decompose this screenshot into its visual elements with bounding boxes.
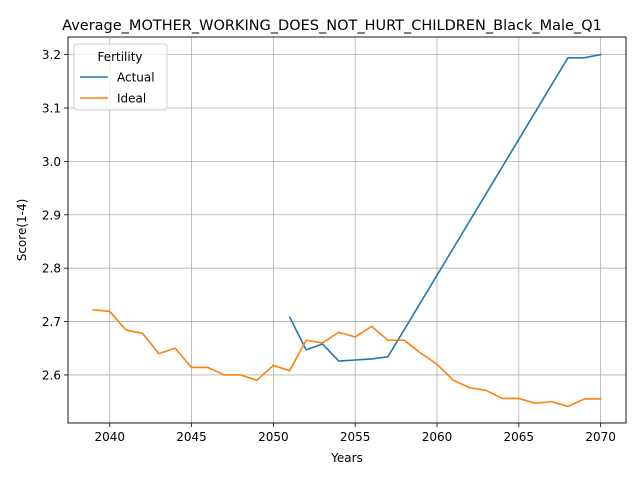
y-tick-label: 3.1 [42, 102, 61, 116]
y-tick-label: 2.8 [42, 262, 61, 276]
x-tick-label: 2055 [340, 430, 371, 444]
grid-lines [68, 37, 626, 423]
y-axis-label: Score(1-4) [15, 199, 29, 262]
y-tick-label: 3.0 [42, 155, 61, 169]
legend-box [73, 43, 168, 111]
plot-area-frame [67, 36, 627, 424]
y-tick-label: 2.6 [42, 368, 61, 382]
legend-label-ideal: Ideal [117, 92, 146, 106]
x-tick-label: 2070 [585, 430, 616, 444]
y-tick-label: 2.9 [42, 208, 61, 222]
x-tick-label: 2045 [176, 430, 207, 444]
series-line-ideal [92, 308, 602, 408]
legend-title: Fertility [97, 50, 142, 64]
legend-label-actual: Actual [117, 71, 155, 85]
series-line-actual [288, 53, 602, 362]
y-tick-label: 3.2 [42, 48, 61, 62]
x-tick-label: 2040 [94, 430, 125, 444]
y-tick-label: 2.7 [42, 315, 61, 329]
x-axis-label: Years [330, 451, 363, 465]
chart-title: Average_MOTHER_WORKING_DOES_NOT_HURT_CHI… [62, 18, 602, 34]
x-axis-ticks: 2040 2045 2050 2055 2060 2065 2070 [94, 423, 616, 444]
y-axis-ticks: 2.6 2.7 2.8 2.9 3.0 3.1 3.2 [42, 48, 68, 382]
x-tick-label: 2060 [422, 430, 453, 444]
legend: Fertility Actual Ideal [73, 43, 168, 111]
x-tick-label: 2065 [504, 430, 535, 444]
x-tick-label: 2050 [258, 430, 289, 444]
series-layer [92, 53, 602, 408]
